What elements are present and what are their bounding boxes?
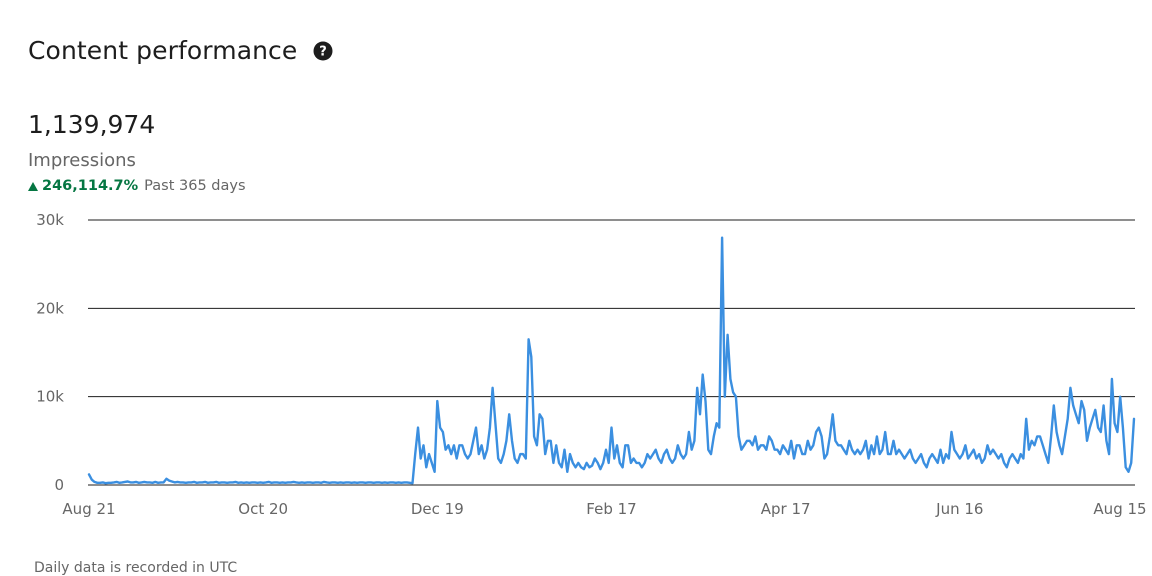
metric-label: Impressions (28, 150, 136, 171)
header: Content performance ? (28, 36, 333, 65)
y-tick-label: 0 (54, 476, 64, 494)
impressions-line-chart: 0 10k 20k 30k Aug 21 Oct 20 Dec 19 Feb 17 Apr 17… (36, 211, 1146, 518)
x-tick-label: Jun 16 (935, 500, 983, 518)
x-tick-label: Aug 21 (62, 500, 115, 518)
y-tick-label: 10k (36, 388, 64, 406)
question-circle-icon[interactable]: ? (313, 41, 333, 61)
x-tick-label: Feb 17 (586, 500, 636, 518)
y-tick-label: 20k (36, 299, 64, 317)
change-indicator: 246,114.7% Past 365 days (28, 178, 246, 194)
x-tick-label: Dec 19 (411, 500, 464, 518)
page-title: Content performance (28, 36, 298, 65)
x-tick-label: Oct 20 (238, 500, 288, 518)
svg-text:?: ? (320, 44, 328, 59)
y-tick-label: 30k (36, 211, 64, 229)
change-percent: 246,114.7% (42, 178, 139, 194)
footnote: Daily data is recorded in UTC (34, 560, 238, 576)
x-tick-label: Apr 17 (761, 500, 811, 518)
change-period: Past 365 days (144, 178, 246, 194)
impressions-series-line (87, 236, 1136, 485)
impressions-total: 1,139,974 (28, 110, 156, 139)
up-arrow-icon (28, 181, 38, 191)
x-tick-label: Aug 15 (1093, 500, 1146, 518)
